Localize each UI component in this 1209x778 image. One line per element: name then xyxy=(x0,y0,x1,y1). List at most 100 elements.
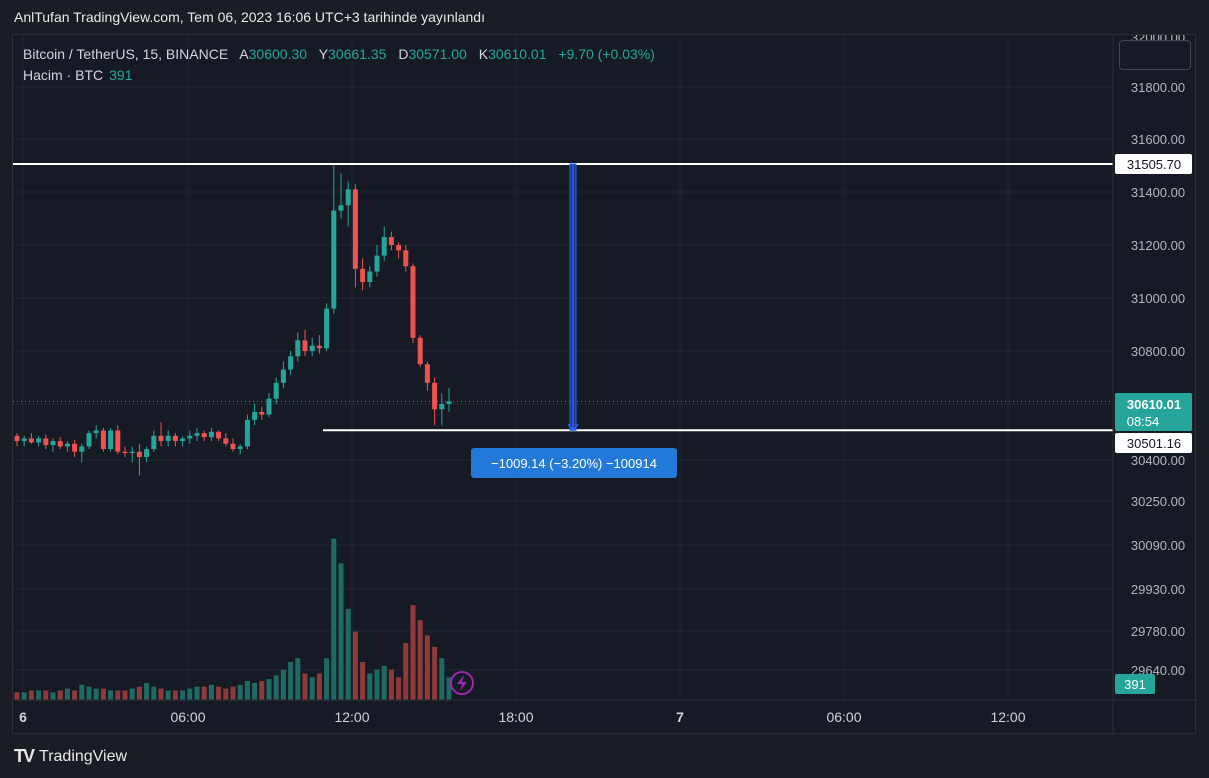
price-tick: 30090.00 xyxy=(1131,538,1185,553)
candle-body xyxy=(86,433,92,447)
volume-bar xyxy=(309,677,315,700)
candle-body xyxy=(417,337,423,365)
chart-pane[interactable]: −1009.14 (−3.20%) −100914 32000.0031800.… xyxy=(12,34,1197,735)
candle-body xyxy=(36,438,42,443)
publish-info: AnlTufan TradingView.com, Tem 06, 2023 1… xyxy=(14,9,485,25)
volume-bar xyxy=(14,692,20,700)
brand-name: TradingView xyxy=(39,747,128,765)
volume-bar xyxy=(100,688,106,700)
current-price-badge: 30610.01 08:54 xyxy=(1115,393,1192,431)
volume-bar xyxy=(280,669,286,700)
candle-body xyxy=(64,443,70,447)
measure-label-box xyxy=(471,448,677,478)
candle-body xyxy=(158,435,164,442)
measure-arrow-head xyxy=(567,423,579,432)
volume-bar xyxy=(446,677,452,700)
candle-body xyxy=(93,430,99,434)
time-tick: 18:00 xyxy=(498,709,533,725)
volume-bar xyxy=(208,684,214,700)
volume-bar xyxy=(144,682,150,700)
candle-body xyxy=(108,430,114,450)
volume-bar xyxy=(57,690,63,700)
price-axis[interactable]: 32000.0031800.0031600.0031400.0031200.00… xyxy=(1112,35,1185,735)
measure-label: −1009.14 (−3.20%) −100914 xyxy=(491,456,657,471)
candle-body xyxy=(115,430,121,452)
candle-body xyxy=(79,446,85,452)
volume-bar xyxy=(216,686,222,700)
volume-bar xyxy=(201,686,207,700)
volume-bar xyxy=(180,690,186,700)
svg-text:391: 391 xyxy=(1124,677,1146,692)
candle-body xyxy=(439,404,445,410)
volume-badge: 391 xyxy=(1115,674,1155,694)
candle-body xyxy=(28,438,34,443)
volume-bar xyxy=(28,690,34,700)
candle-body xyxy=(302,340,308,351)
volume-bar xyxy=(273,675,279,700)
volume-label[interactable]: Hacim · BTC xyxy=(23,67,104,83)
candle-body xyxy=(230,443,236,450)
volume-bar xyxy=(432,646,438,700)
tradingview-logo: TV TradingView xyxy=(14,746,127,767)
volume-value: 391 xyxy=(109,67,133,83)
candle-body xyxy=(237,446,243,450)
volume-bar xyxy=(165,690,171,700)
volume-bar xyxy=(223,688,229,700)
time-tick: 6 xyxy=(19,709,27,725)
price-tick: 29930.00 xyxy=(1131,582,1185,597)
chart-toolbar-button[interactable] xyxy=(1119,40,1191,70)
volume-bar xyxy=(388,669,394,700)
price-tick: 31800.00 xyxy=(1131,80,1185,95)
volume-bar xyxy=(43,690,49,700)
volume-bar xyxy=(316,673,322,700)
candle-body xyxy=(446,401,452,404)
candle-body xyxy=(122,451,128,454)
time-tick: 06:00 xyxy=(826,709,861,725)
level-high-badge: 31505.70 xyxy=(1115,154,1192,174)
price-tick: 31000.00 xyxy=(1131,291,1185,306)
change-value: +9.70 (+0.03%) xyxy=(558,46,655,62)
symbol-name[interactable]: Bitcoin / TetherUS, 15, BINANCE xyxy=(23,46,229,62)
svg-text:30610.01: 30610.01 xyxy=(1127,397,1181,412)
candle-body xyxy=(14,435,20,442)
time-axis[interactable]: 6 06:00 12:00 18:00 7 06:00 12:00 xyxy=(13,699,1197,725)
candle-body xyxy=(424,364,430,383)
lightning-icon[interactable] xyxy=(450,671,474,695)
volume-bar xyxy=(374,669,380,700)
volume-bar xyxy=(439,658,445,700)
volume-bar xyxy=(252,682,258,700)
volume-bar xyxy=(230,686,236,700)
volume-bar xyxy=(345,608,351,700)
volume-bar xyxy=(403,643,409,700)
candle-body xyxy=(280,369,286,383)
volume-bar xyxy=(129,688,135,700)
high-value: 30661.35 xyxy=(328,46,387,62)
volume-bar xyxy=(194,686,200,700)
low-value: 30571.00 xyxy=(408,46,467,62)
svg-text:31505.70: 31505.70 xyxy=(1127,157,1181,172)
volume-series xyxy=(14,538,452,700)
volume-bar xyxy=(302,673,308,700)
chart-canvas[interactable]: −1009.14 (−3.20%) −100914 32000.0031800.… xyxy=(13,35,1197,735)
volume-bar xyxy=(381,665,387,700)
candle-body xyxy=(216,431,222,439)
volume-bar xyxy=(352,631,358,700)
volume-bar xyxy=(21,692,27,700)
price-range-measure[interactable]: −1009.14 (−3.20%) −100914 xyxy=(471,163,677,478)
price-tick: 31200.00 xyxy=(1131,238,1185,253)
chart-grid xyxy=(13,35,1113,700)
volume-bar xyxy=(151,686,157,700)
candle-body xyxy=(432,382,438,410)
candle-body xyxy=(360,268,366,283)
candle-body xyxy=(72,443,78,452)
candle-body xyxy=(324,308,330,349)
level-low-badge: 30501.16 xyxy=(1115,433,1192,453)
candle-body xyxy=(151,435,157,450)
volume-bar xyxy=(64,688,70,700)
time-tick: 12:00 xyxy=(990,709,1025,725)
candle-body xyxy=(345,189,351,206)
volume-bar xyxy=(410,605,416,700)
tradingview-logo-icon: TV xyxy=(14,746,35,766)
candle-body xyxy=(252,411,258,420)
volume-bar xyxy=(86,686,92,700)
